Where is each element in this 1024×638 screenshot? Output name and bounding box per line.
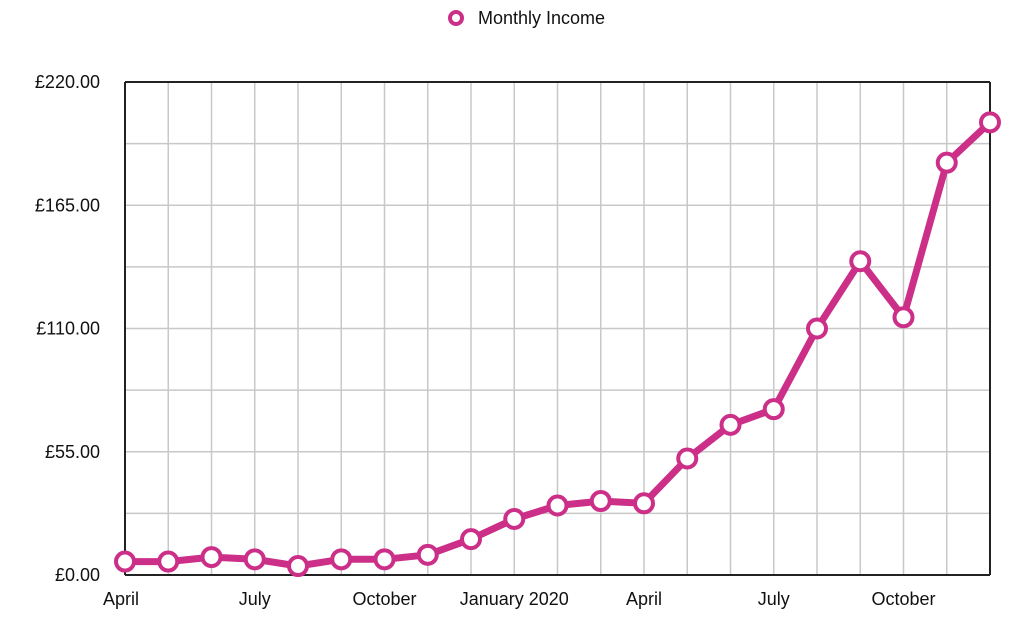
x-tick-label: October	[871, 589, 935, 609]
data-point	[892, 306, 915, 329]
data-point	[633, 492, 655, 515]
data-point	[373, 548, 396, 571]
x-tick-label: July	[239, 589, 271, 609]
data-point	[589, 490, 612, 513]
data-point	[157, 550, 180, 573]
series-monthly-income	[114, 111, 1001, 578]
data-point	[762, 398, 785, 421]
grid	[124, 81, 991, 576]
x-tick-label: July	[758, 589, 790, 609]
data-point	[416, 543, 439, 566]
legend-label-monthly-income: Monthly Income	[478, 8, 605, 28]
x-tick-label: April	[626, 589, 662, 609]
y-axis-ticks: £0.00 £55.00 £110.00 £165.00 £220.00	[35, 72, 100, 585]
x-tick-label: October	[352, 589, 416, 609]
data-point	[330, 548, 353, 571]
legend: Monthly Income	[448, 8, 605, 28]
data-point	[546, 494, 569, 517]
data-point	[806, 317, 828, 340]
y-tick-label: £55.00	[45, 442, 100, 462]
data-point	[114, 550, 136, 573]
data-point	[287, 555, 309, 578]
data-point	[503, 507, 526, 530]
data-point	[849, 250, 872, 273]
data-point	[243, 548, 266, 571]
data-point	[460, 528, 482, 551]
data-point	[676, 447, 699, 470]
y-tick-label: £220.00	[35, 72, 100, 92]
data-point	[719, 413, 742, 436]
data-point	[935, 151, 958, 174]
data-point	[200, 546, 223, 569]
x-axis-ticks: April July October January 2020 April July Oct…	[103, 589, 936, 609]
y-tick-label: £165.00	[35, 195, 100, 215]
x-tick-label: January 2020	[460, 589, 569, 609]
y-tick-label: £0.00	[55, 565, 100, 585]
x-tick-label: April	[103, 589, 139, 609]
legend-marker-monthly-income	[448, 10, 464, 26]
data-point	[979, 111, 1001, 134]
y-tick-label: £110.00	[36, 319, 100, 339]
